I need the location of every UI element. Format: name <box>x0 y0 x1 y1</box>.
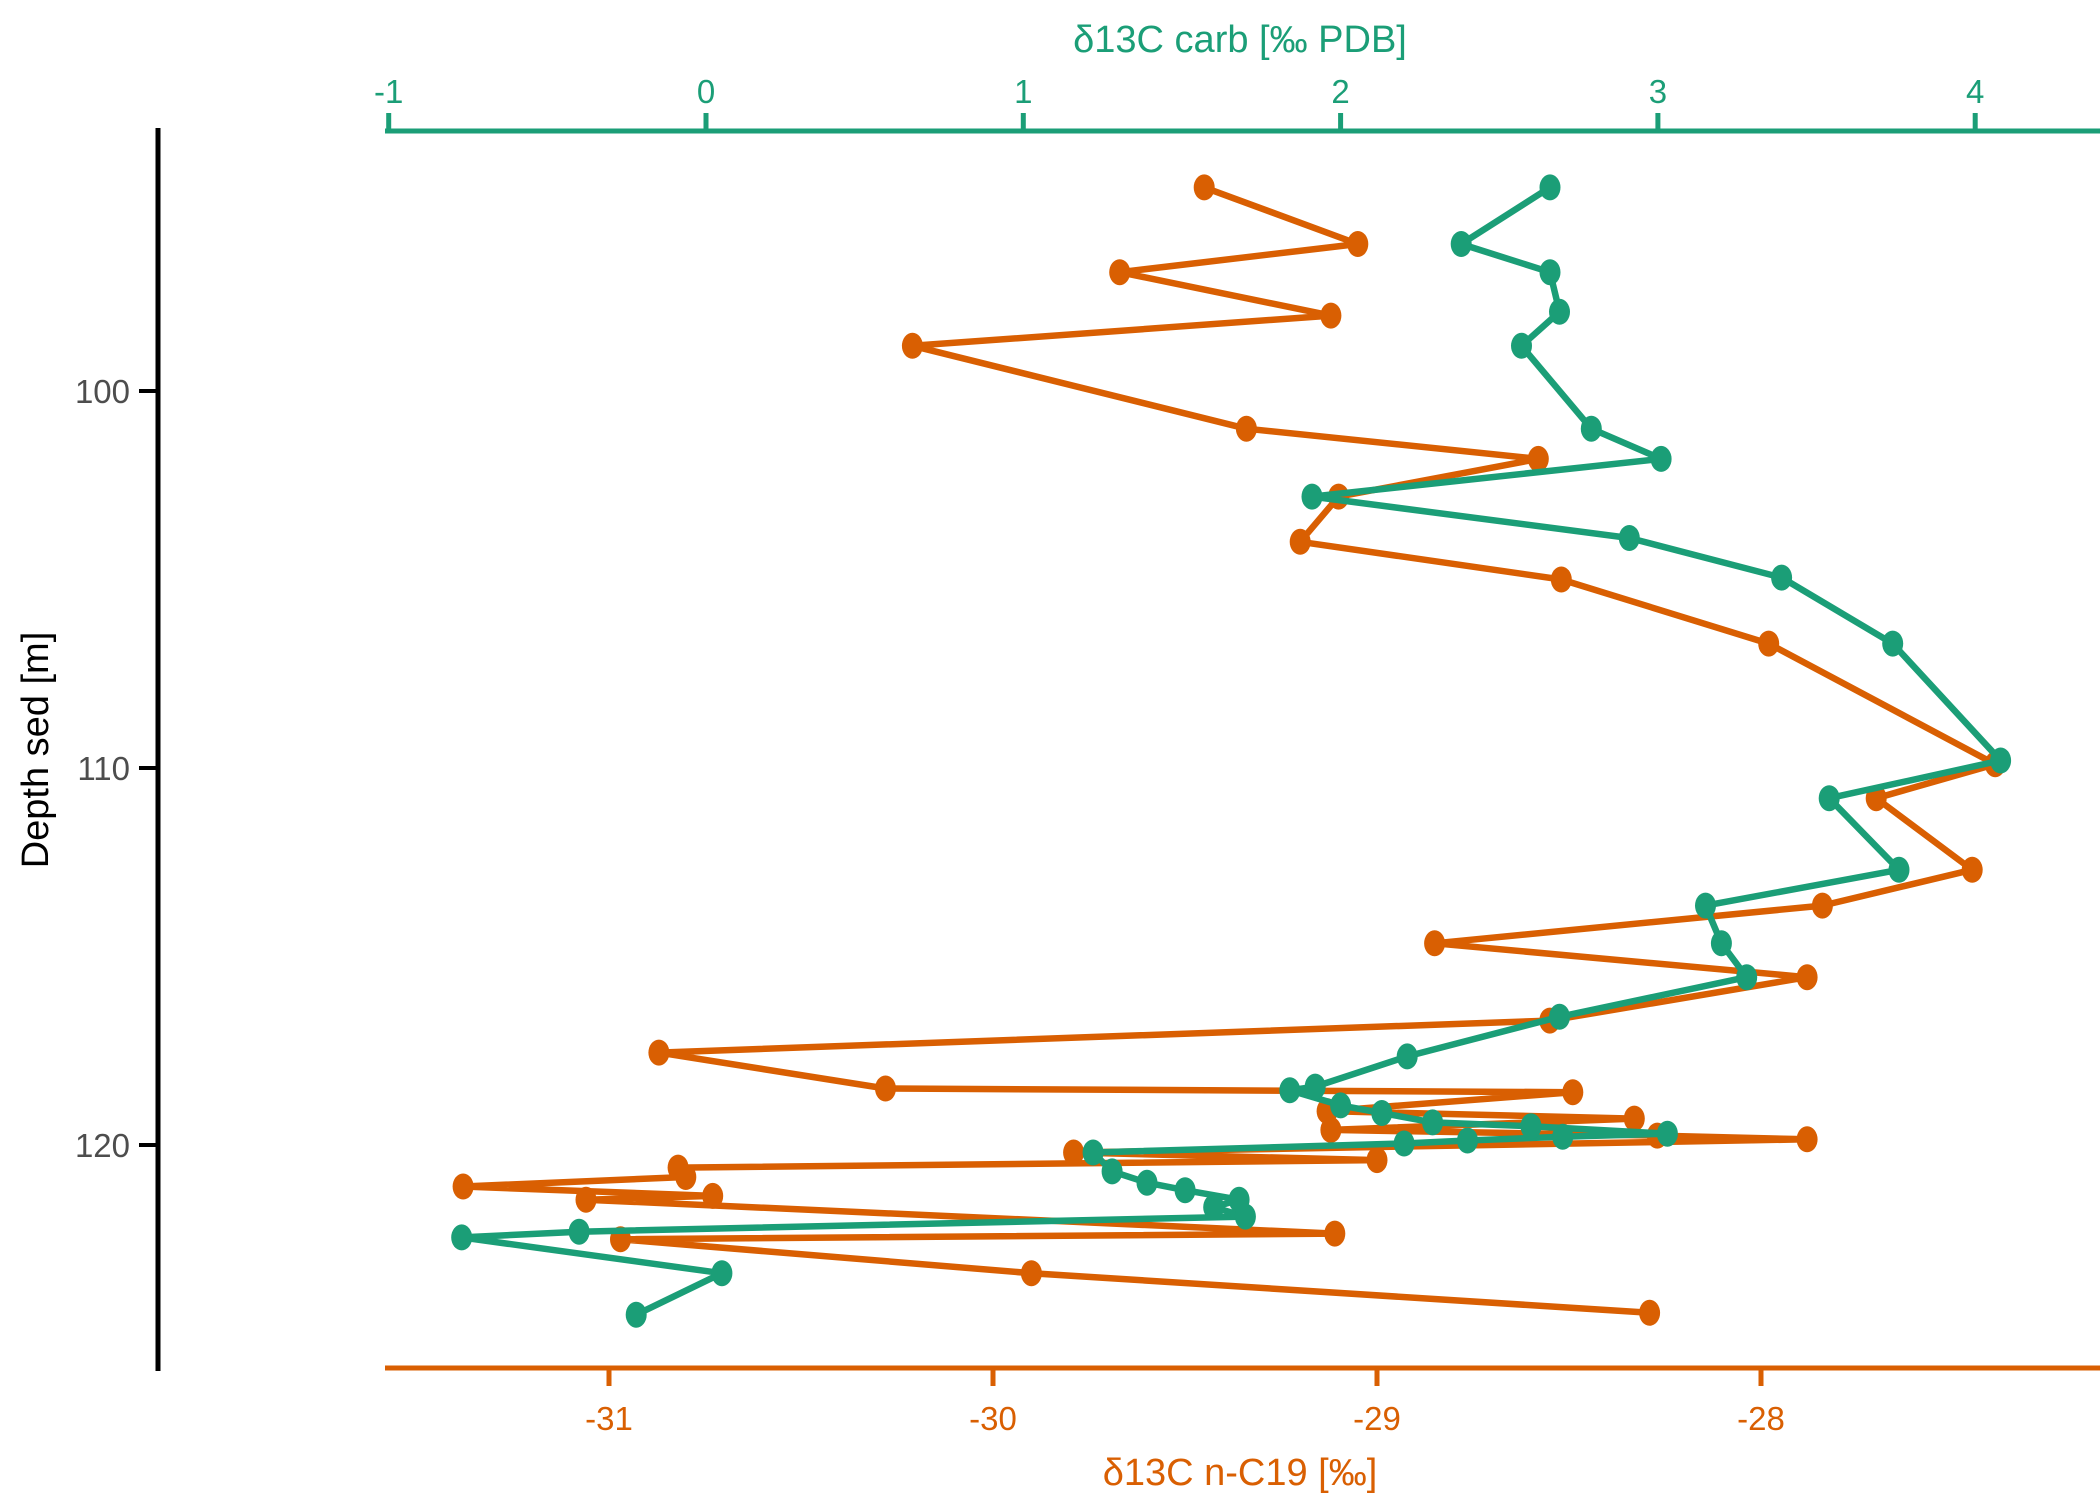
carb-point <box>1888 856 1910 883</box>
carb-point <box>1234 1203 1256 1230</box>
nc19-point <box>901 332 923 359</box>
carb-point <box>1101 1158 1123 1185</box>
nc19-point <box>1063 1139 1085 1166</box>
carb-point <box>1695 892 1716 919</box>
top-axis-tick-label: 2 <box>1331 73 1349 110</box>
nc19-point <box>1320 1116 1342 1143</box>
carb-point <box>1736 964 1758 991</box>
nc19-point <box>1320 302 1342 329</box>
carb-point <box>1082 1139 1104 1166</box>
left-axis-tick-label: 100 <box>75 373 130 410</box>
nc19-line <box>459 184 1999 1317</box>
carb-point <box>625 1301 647 1328</box>
carb-point <box>1520 1113 1542 1140</box>
top-axis-tick-label: 4 <box>1966 73 1984 110</box>
nc19-point <box>675 1164 697 1190</box>
carb-point <box>1882 630 1904 657</box>
carb-point <box>1371 1100 1393 1126</box>
left-axis: 100 110 120 Depth sed [m] <box>15 128 161 1371</box>
nc19-point <box>1527 445 1549 472</box>
nc19-point <box>1193 174 1215 201</box>
carb-point <box>568 1218 590 1245</box>
carb-point <box>1174 1177 1196 1204</box>
carb-point <box>1549 298 1570 325</box>
nc19-point <box>1562 1079 1584 1106</box>
carb-point <box>1771 564 1793 591</box>
carb-point <box>1552 1123 1574 1150</box>
carb-point <box>1511 332 1532 359</box>
top-axis-ticks: -1 0 1 2 3 4 <box>374 73 1984 131</box>
carb-point <box>1710 930 1732 957</box>
nc19-point <box>1324 1220 1346 1247</box>
bottom-axis-ticks: -31 -30 -29 -28 <box>585 1368 1785 1437</box>
nc19-point <box>1639 1299 1661 1326</box>
carb-point <box>1396 1043 1418 1070</box>
carb-point <box>1990 747 2012 774</box>
left-axis-ticks: 100 110 120 <box>75 373 158 1164</box>
carb-point <box>1301 483 1323 510</box>
top-axis-tick-label: 1 <box>1014 73 1032 110</box>
nc19-point <box>1347 231 1369 257</box>
bottom-axis-tick-label: -31 <box>585 1400 633 1437</box>
nc19-point <box>1289 528 1311 555</box>
nc19-point <box>1550 566 1572 593</box>
nc19-point <box>702 1182 724 1209</box>
series-carb-group <box>451 174 2012 1328</box>
carb-point <box>711 1260 733 1287</box>
series-nc19-group <box>452 174 2006 1326</box>
bottom-axis-tick-label: -30 <box>969 1400 1017 1437</box>
bottom-axis-tick-label: -28 <box>1737 1400 1785 1437</box>
nc19-point <box>1020 1260 1042 1287</box>
left-axis-title: Depth sed [m] <box>15 632 57 869</box>
carb-point <box>1818 785 1840 812</box>
carb-point <box>1422 1109 1444 1136</box>
carb-point <box>1650 445 1672 472</box>
nc19-point <box>1623 1105 1645 1132</box>
carb-line <box>458 184 2004 1318</box>
carb-point <box>1203 1194 1225 1221</box>
nc19-point <box>1758 630 1780 657</box>
nc19-point <box>1961 856 1983 883</box>
top-axis-tick-label: 0 <box>697 73 715 110</box>
carb-point <box>1304 1073 1326 1100</box>
carb-point <box>1136 1169 1158 1196</box>
left-axis-tick-label: 110 <box>77 750 130 787</box>
nc19-point <box>1424 930 1446 957</box>
top-axis: -1 0 1 2 3 4 δ13C carb [‰ PDB] <box>374 19 2100 134</box>
top-axis-tick-label: 3 <box>1649 73 1667 110</box>
nc19-point <box>875 1075 896 1102</box>
nc19-point <box>452 1173 474 1200</box>
left-axis-tick-label: 120 <box>75 1127 130 1164</box>
carb-point <box>1539 174 1561 201</box>
nc19-point <box>648 1039 670 1066</box>
carb-point <box>1450 231 1472 257</box>
nc19-point <box>1366 1147 1388 1174</box>
nc19-point <box>1235 415 1257 442</box>
nc19-point <box>1811 892 1833 919</box>
nc19-point <box>1109 259 1131 286</box>
bottom-axis-title: δ13C n-C19 [‰] <box>1103 1452 1378 1494</box>
carb-point <box>1539 259 1561 286</box>
nc19-point <box>1796 1126 1818 1153</box>
nc19-point <box>575 1186 597 1213</box>
top-axis-title: δ13C carb [‰ PDB] <box>1073 19 1407 61</box>
top-axis-tick-label: -1 <box>374 73 403 110</box>
carb-point <box>1580 415 1602 442</box>
carb-point <box>1279 1077 1301 1104</box>
carb-point <box>1549 1003 1570 1030</box>
carb-point <box>1330 1092 1352 1119</box>
carb-point <box>1618 525 1640 551</box>
carb-point <box>1656 1120 1678 1147</box>
carb-point <box>1457 1127 1478 1154</box>
carb-point <box>451 1224 473 1251</box>
bottom-axis-tick-label: -29 <box>1353 1400 1401 1437</box>
carb-point <box>1393 1130 1415 1157</box>
nc19-point <box>1796 964 1818 991</box>
bottom-axis: -31 -30 -29 -28 δ13C n-C19 [‰] <box>385 1365 2100 1494</box>
